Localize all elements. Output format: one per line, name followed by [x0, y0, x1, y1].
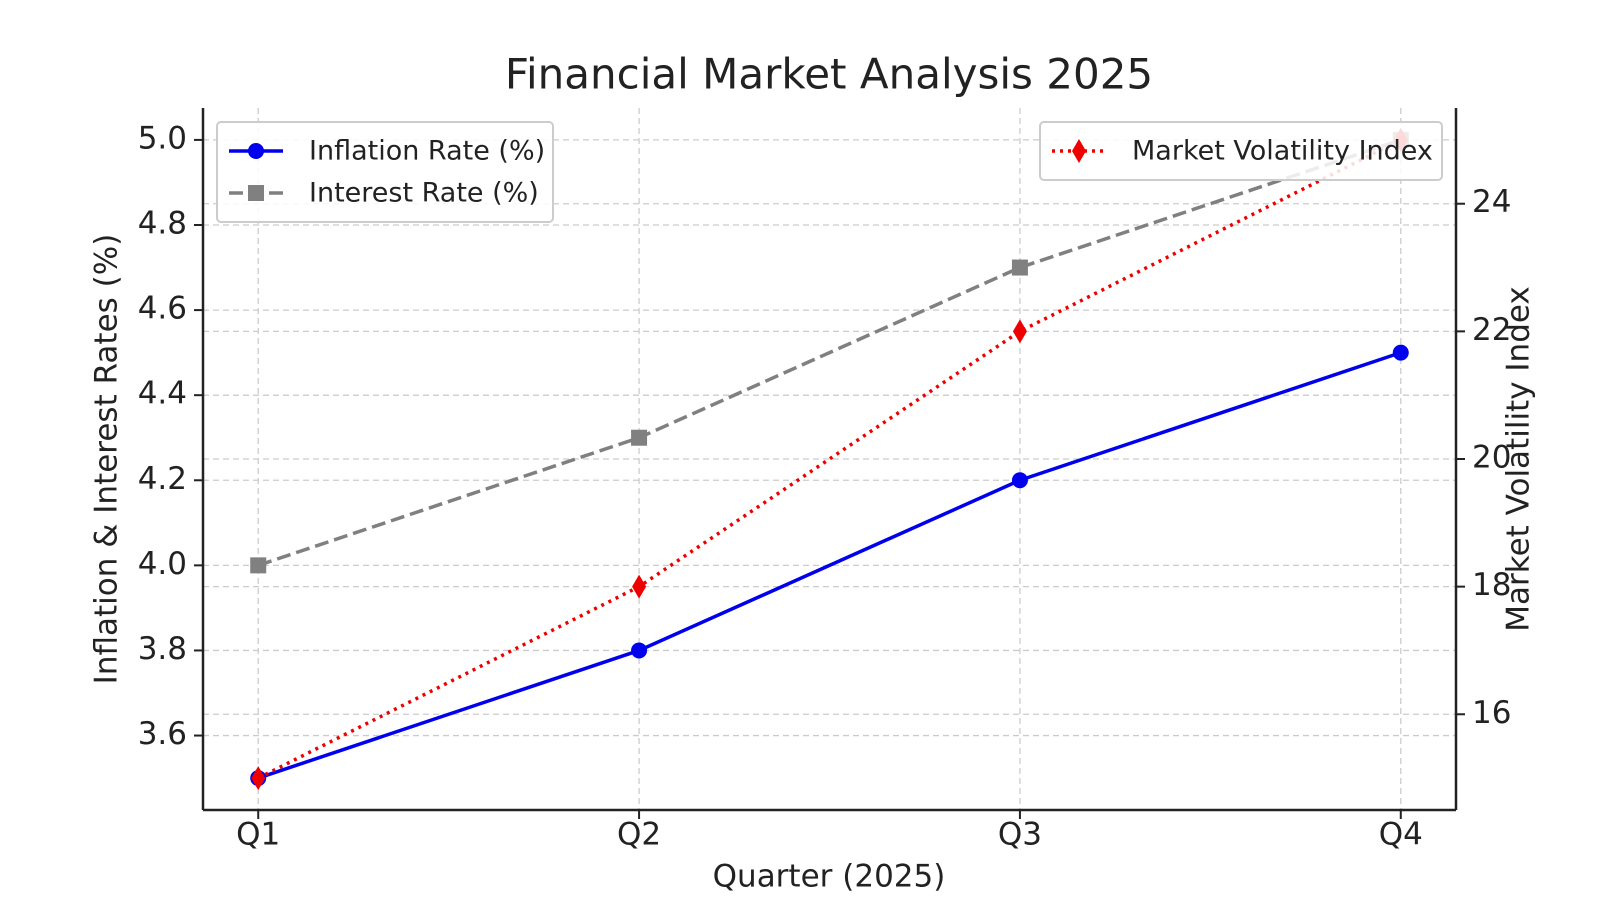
y2-tick-label: 24: [1472, 184, 1511, 220]
y-tick-label: 4.8: [138, 206, 187, 242]
x-tick-label: Q1: [236, 817, 280, 853]
series-line: [257, 350, 1402, 780]
marker: [248, 143, 264, 159]
marker: [631, 429, 648, 446]
marker: [1011, 259, 1028, 276]
legend: Market Volatility Index: [1039, 121, 1443, 181]
series-line: [257, 138, 1402, 568]
y2-tick-label: 18: [1472, 567, 1511, 603]
y-axis-label: Inflation & Interest Rates (%): [89, 234, 125, 685]
y-tick-label: 4.0: [138, 546, 187, 582]
legend-label: Interest Rate (%): [309, 178, 539, 209]
marker: [631, 642, 648, 659]
y2-tick-label: 20: [1472, 440, 1511, 476]
marker: [632, 574, 647, 599]
marker: [1012, 319, 1027, 344]
y-tick-label: 4.6: [138, 291, 187, 327]
y2-axis-label: Market Volatility Index: [1501, 286, 1537, 631]
chart-title: Financial Market Analysis 2025: [505, 50, 1153, 99]
y-tick-label: 4.2: [138, 461, 187, 497]
legend-box: [1039, 121, 1443, 181]
x-tick-label: Q2: [617, 817, 661, 853]
x-tick-label: Q3: [998, 817, 1042, 853]
legend-box: [216, 121, 554, 223]
marker: [248, 185, 264, 201]
y-tick-label: 5.0: [138, 120, 187, 156]
y-tick-label: 4.4: [138, 376, 187, 412]
series-line: [257, 138, 1402, 780]
legend-label: Inflation Rate (%): [309, 136, 545, 167]
y2-tick-label: 16: [1472, 695, 1511, 731]
y-tick-label: 3.6: [138, 716, 187, 752]
marker: [1392, 344, 1409, 361]
legend: Inflation Rate (%) Interest Rate (%): [216, 121, 554, 223]
marker: [250, 557, 267, 574]
legend-label: Market Volatility Index: [1132, 136, 1433, 167]
y2-tick-label: 22: [1472, 312, 1511, 348]
marker: [1011, 472, 1028, 489]
x-tick-label: Q4: [1379, 817, 1423, 853]
x-axis-label: Quarter (2025): [713, 859, 946, 895]
marker: [1072, 139, 1086, 163]
y-tick-label: 3.8: [138, 631, 187, 667]
marker: [251, 766, 266, 791]
